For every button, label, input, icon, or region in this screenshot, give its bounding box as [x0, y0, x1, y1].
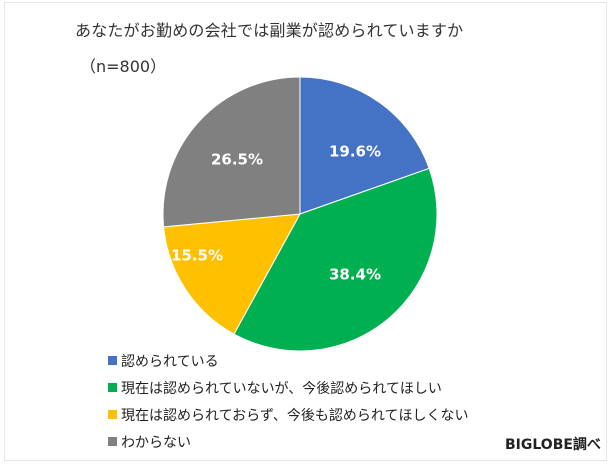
pie-slice [233, 167, 438, 352]
slice-data-label: 26.5% [211, 151, 263, 169]
legend-swatch-icon [108, 383, 117, 392]
legend-item-unknown: わからない [108, 428, 468, 455]
pie-slice [163, 213, 301, 335]
legend-label: 現在は認められていないが、今後認められてほしい [121, 380, 442, 397]
legend-swatch-icon [108, 410, 117, 419]
legend-swatch-icon [108, 356, 117, 365]
slice-data-label: 38.4% [329, 266, 381, 284]
legend-item-want-allowed: 現在は認められていないが、今後認められてほしい [108, 374, 468, 401]
legend-item-not-want: 現在は認められておらず、今後も認められてほしくない [108, 401, 468, 428]
legend-item-allowed: 認められている [108, 347, 468, 374]
legend-label: 認められている [121, 353, 219, 370]
chart-subtitle: （n=800） [80, 57, 167, 76]
slice-data-label: 19.6% [329, 143, 381, 161]
source-credit: BIGLOBE調べ [505, 437, 601, 453]
pie-slice [162, 76, 301, 228]
chart-legend: 認められている 現在は認められていないが、今後認められてほしい 現在は認められて… [108, 347, 468, 455]
legend-swatch-icon [108, 437, 117, 446]
slice-data-label: 15.5% [171, 247, 223, 265]
legend-label: 現在は認められておらず、今後も認められてほしくない [121, 407, 469, 424]
chart-title: あなたがお勤めの会社では副業が認められていますか [75, 21, 464, 40]
chart-frame [4, 2, 607, 461]
legend-label: わからない [121, 434, 191, 451]
